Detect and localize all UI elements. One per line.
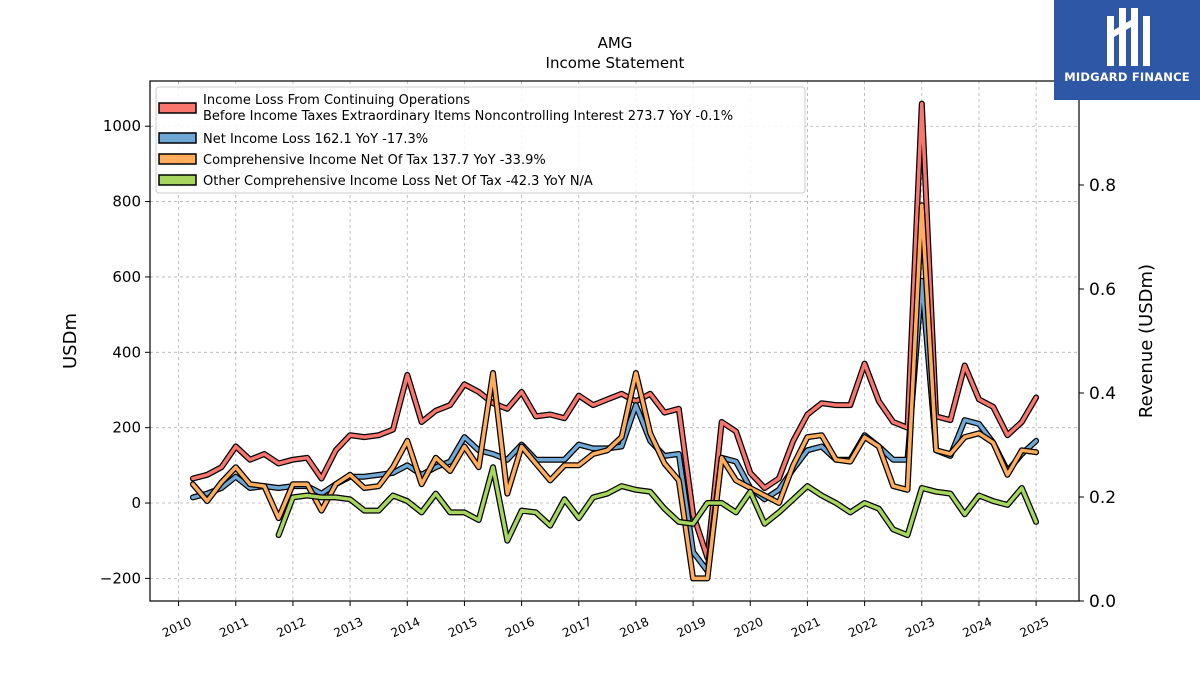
series-line <box>191 203 1038 581</box>
x-tick-label: 2023 <box>903 615 937 641</box>
x-tick-label: 2024 <box>960 615 994 641</box>
x-tick-label: 2013 <box>332 615 366 641</box>
x-tick-label: 2019 <box>675 615 709 641</box>
legend-entry-line: Income Loss From Continuing Operations <box>203 93 470 108</box>
y-right-tick-label: 0.4 <box>1089 384 1116 404</box>
y-axis-left: −200 0 200 400 600 800 1000 <box>100 117 150 587</box>
brand-name: MIDGARD FINANCE <box>1064 70 1190 84</box>
y-tick-label: 1000 <box>103 117 141 135</box>
legend-box <box>155 86 806 194</box>
legend-entry-line: Comprehensive Income Net Of Tax 137.7 Yo… <box>203 153 546 168</box>
x-tick-label: 2018 <box>617 615 651 641</box>
chart-subtitle: Income Statement <box>546 54 685 72</box>
y-tick-label: 400 <box>112 343 141 361</box>
y-right-tick-label: 0.8 <box>1089 176 1116 196</box>
legend-entry-text: Income Loss From Continuing Operations Be… <box>203 93 733 124</box>
y-axis-label: USDm <box>60 313 81 369</box>
chart-title: AMG <box>598 34 633 52</box>
legend-entry-line: Net Income Loss 162.1 YoY -17.3% <box>203 132 428 147</box>
x-tick-label: 2015 <box>446 615 480 641</box>
x-tick-label: 2025 <box>1018 615 1052 641</box>
y-axis-right-label: Revenue (USDm) <box>1136 264 1157 418</box>
y-tick-label: −200 <box>100 569 141 587</box>
plot-frame <box>149 80 1080 602</box>
legend-entry-text: Net Income Loss 162.1 YoY -17.3% <box>203 132 428 147</box>
legend-swatch <box>158 174 197 186</box>
y-tick-label: 600 <box>112 268 141 286</box>
series-outline <box>275 464 1040 544</box>
midgard-logo-icon <box>1107 8 1150 66</box>
y-tick-label: 800 <box>112 193 141 211</box>
y-right-tick-label: 0.6 <box>1089 280 1116 300</box>
y-tick-label: 200 <box>112 419 141 437</box>
legend-entry-text: Other Comprehensive Income Loss Net Of T… <box>203 174 593 189</box>
legend-entry-line: Before Income Taxes Extraordinary Items … <box>203 109 733 124</box>
series-line <box>276 465 1038 543</box>
x-tick-label: 2020 <box>732 615 766 641</box>
legend-entry-text: Comprehensive Income Net Of Tax 137.7 Yo… <box>203 153 546 168</box>
series-layer <box>189 100 1040 582</box>
legend: Income Loss From Continuing Operations Be… <box>155 86 806 194</box>
legend-swatch <box>158 102 197 114</box>
brand-logo: MIDGARD FINANCE <box>1054 0 1200 100</box>
x-tick-label: 2016 <box>503 615 537 641</box>
y-axis-right: 0.0 0.2 0.4 0.6 0.8 <box>1079 176 1116 612</box>
legend-swatch <box>158 132 197 144</box>
x-tick-label: 2022 <box>846 615 880 641</box>
x-tick-label: 2012 <box>274 615 308 641</box>
x-tick-label: 2021 <box>789 615 823 641</box>
legend-swatch <box>158 153 197 165</box>
x-tick-label: 2011 <box>217 615 251 641</box>
legend-entry-line: Other Comprehensive Income Loss Net Of T… <box>203 174 593 189</box>
y-right-tick-label: 0.0 <box>1089 592 1116 612</box>
x-tick-label: 2017 <box>560 615 594 641</box>
x-tick-label: 2014 <box>389 615 423 641</box>
x-tick-label: 2010 <box>160 615 194 641</box>
y-right-tick-label: 0.2 <box>1089 488 1116 508</box>
series-line <box>191 101 1038 560</box>
y-tick-label: 0 <box>131 494 141 512</box>
x-axis: 2010 2011 2012 2013 2014 2015 2016 2017 2018 2019… <box>160 601 1051 640</box>
